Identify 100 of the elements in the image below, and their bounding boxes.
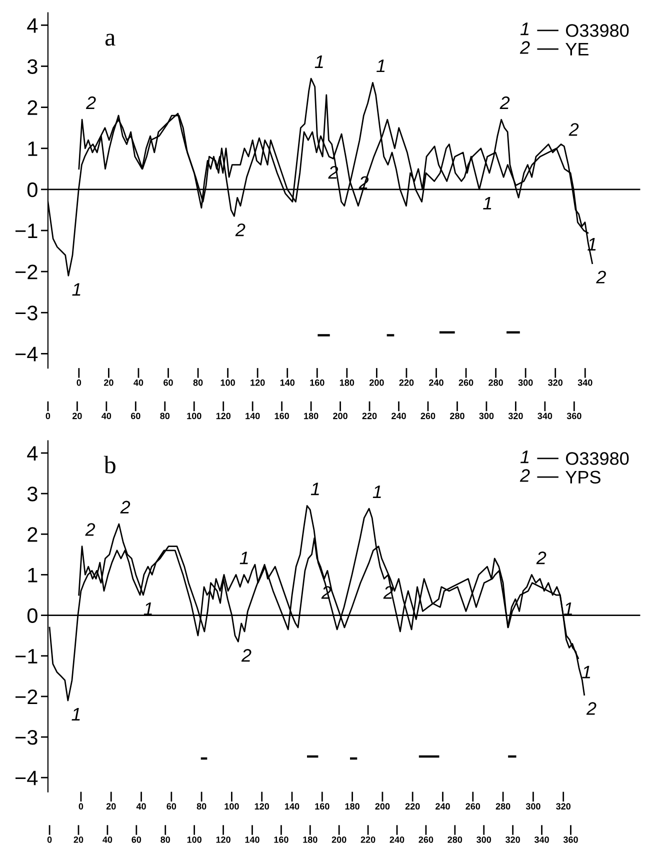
x-tick-label: 360 bbox=[566, 412, 582, 420]
x-tick-label: 140 bbox=[245, 836, 260, 843]
x-tick-label: 40 bbox=[102, 412, 112, 420]
x2-tick-label: 280 bbox=[488, 379, 503, 386]
x-tick-label: 200 bbox=[332, 836, 346, 843]
x2-tick-label: 100 bbox=[224, 803, 239, 810]
x-tick-label: 120 bbox=[216, 412, 231, 420]
x-tick-label: 100 bbox=[187, 412, 202, 420]
y-tick-label: −2 bbox=[16, 264, 38, 280]
y-tick-label: 4 bbox=[27, 446, 38, 461]
legend-label: YPS bbox=[566, 470, 600, 484]
x-tick-label: 280 bbox=[448, 836, 462, 843]
x-tick-label: 260 bbox=[420, 412, 436, 420]
annotation: 1 bbox=[483, 196, 492, 210]
text: 2 bbox=[520, 469, 530, 482]
x2-tick-label: 180 bbox=[345, 803, 360, 810]
annotation: 1 bbox=[564, 602, 572, 615]
x-tick-label: 0 bbox=[46, 412, 50, 420]
x2-tick-label: 240 bbox=[436, 803, 450, 810]
x2-tick-label: 160 bbox=[315, 803, 330, 810]
x2-tick-label: 40 bbox=[134, 379, 144, 386]
annotation: 2 bbox=[120, 500, 130, 514]
x2-tick-label: 280 bbox=[496, 803, 510, 810]
annotation: 1 bbox=[314, 56, 323, 68]
legend-label: O33980 bbox=[566, 452, 629, 465]
annotation: 2 bbox=[586, 702, 596, 715]
annotation: 2 bbox=[596, 270, 606, 284]
x-tick-label: 180 bbox=[303, 836, 318, 843]
annotation: 1 bbox=[144, 602, 152, 615]
annotation: 1 bbox=[376, 60, 385, 72]
x-tick-label: 200 bbox=[333, 412, 348, 420]
x2-tick-label: 300 bbox=[518, 379, 533, 386]
x-tick-label: 160 bbox=[274, 412, 289, 420]
x2-tick-label: 260 bbox=[458, 379, 474, 386]
x-tick-label: 320 bbox=[506, 836, 520, 843]
annotation: 1 bbox=[582, 666, 590, 678]
annotation: 2 bbox=[86, 96, 96, 110]
y-tick-label: 2 bbox=[28, 527, 38, 542]
x2-tick-label: 300 bbox=[526, 803, 540, 810]
x-tick-label: 160 bbox=[274, 836, 288, 843]
x-tick-label: 320 bbox=[508, 412, 523, 420]
x-tick-label: 60 bbox=[130, 412, 140, 420]
x2-tick-label: 180 bbox=[340, 379, 354, 386]
y-tick-label: 2 bbox=[28, 100, 38, 115]
annotation: 2 bbox=[536, 552, 546, 564]
annotation: 1 bbox=[310, 482, 319, 496]
y-tick-label: −3 bbox=[16, 730, 38, 745]
x2-tick-label: 200 bbox=[369, 379, 384, 386]
x2-tick-label: 60 bbox=[166, 803, 176, 810]
x2-tick-label: 200 bbox=[375, 803, 390, 810]
y-tick-label: −3 bbox=[16, 306, 38, 320]
y-tick-label: 0 bbox=[27, 182, 38, 198]
x2-tick-label: 320 bbox=[548, 379, 563, 386]
y-tick-label: 1 bbox=[28, 568, 38, 582]
x2-tick-label: 60 bbox=[164, 379, 173, 386]
chart-title: b bbox=[104, 456, 116, 474]
y-tick-label: −4 bbox=[16, 346, 38, 362]
x2-tick-label: 220 bbox=[399, 379, 414, 386]
text: 2 bbox=[520, 41, 530, 54]
x2-tick-label: 140 bbox=[280, 379, 295, 386]
y-tick-label: 3 bbox=[27, 486, 38, 502]
x2-tick-label: 20 bbox=[104, 379, 114, 386]
x-tick-label: 20 bbox=[74, 836, 84, 843]
x-tick-label: 0 bbox=[47, 836, 52, 843]
annotation: 1 bbox=[372, 486, 381, 498]
x-tick-label: 360 bbox=[563, 836, 578, 843]
annotation: 2 bbox=[241, 649, 252, 662]
x-tick-label: 100 bbox=[187, 836, 202, 843]
x2-tick-label: 240 bbox=[429, 379, 444, 386]
legend-label: O33980 bbox=[566, 24, 629, 37]
y-tick-label: 4 bbox=[27, 18, 38, 33]
x2-tick-label: 20 bbox=[106, 803, 116, 810]
x2-tick-label: 260 bbox=[466, 803, 480, 810]
x2-tick-label: 100 bbox=[220, 379, 235, 386]
x-tick-label: 240 bbox=[392, 412, 406, 420]
x-tick-label: 240 bbox=[390, 836, 404, 843]
x-tick-label: 80 bbox=[160, 412, 170, 420]
annotation: 2 bbox=[85, 523, 96, 536]
x-tick-label: 220 bbox=[360, 836, 376, 843]
x-tick-label: 280 bbox=[450, 412, 464, 420]
x-tick-label: 300 bbox=[479, 412, 494, 420]
x2-tick-label: 220 bbox=[405, 803, 420, 810]
x-tick-label: 220 bbox=[362, 412, 377, 420]
x-tick-label: 60 bbox=[132, 836, 142, 843]
x2-tick-label: 80 bbox=[193, 379, 203, 386]
y-tick-label: −2 bbox=[16, 689, 38, 704]
annotation: 2 bbox=[235, 223, 246, 236]
x-tick-label: 340 bbox=[538, 412, 552, 420]
y-tick-label: −4 bbox=[16, 770, 38, 786]
x-tick-label: 300 bbox=[476, 836, 492, 843]
y-tick-label: 1 bbox=[28, 142, 38, 156]
annotation: 1 bbox=[240, 552, 248, 564]
x2-tick-label: 160 bbox=[310, 379, 324, 386]
text: 1 bbox=[520, 22, 529, 36]
x2-tick-label: 0 bbox=[78, 803, 84, 810]
y-tick-label: −1 bbox=[16, 224, 38, 238]
x-tick-label: 260 bbox=[418, 836, 434, 843]
y-tick-label: −1 bbox=[16, 649, 38, 664]
x2-tick-label: 40 bbox=[136, 803, 146, 810]
x2-tick-label: 320 bbox=[556, 803, 571, 810]
